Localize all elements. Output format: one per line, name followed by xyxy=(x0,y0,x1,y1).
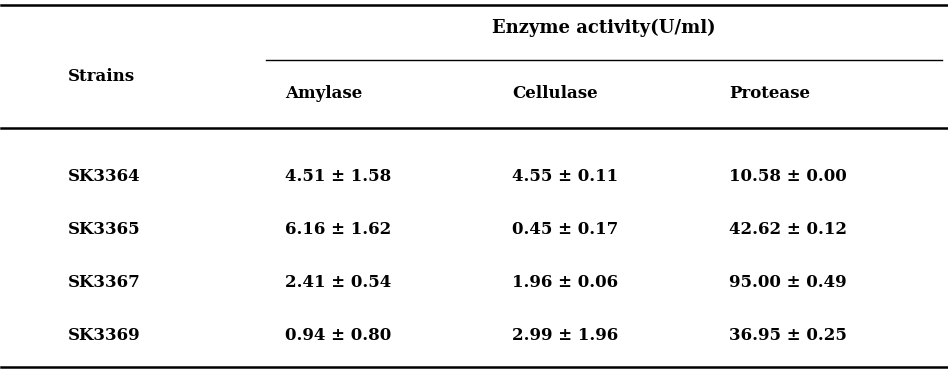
Text: 6.16 ± 1.62: 6.16 ± 1.62 xyxy=(285,221,392,238)
Text: 42.62 ± 0.12: 42.62 ± 0.12 xyxy=(729,221,848,238)
Text: 1.96 ± 0.06: 1.96 ± 0.06 xyxy=(512,274,618,291)
Text: Strains: Strains xyxy=(67,68,135,86)
Text: 36.95 ± 0.25: 36.95 ± 0.25 xyxy=(729,327,848,344)
Text: 0.45 ± 0.17: 0.45 ± 0.17 xyxy=(512,221,618,238)
Text: Enzyme activity(U/ml): Enzyme activity(U/ml) xyxy=(492,19,716,37)
Text: SK3367: SK3367 xyxy=(67,274,140,291)
Text: SK3369: SK3369 xyxy=(67,327,140,344)
Text: SK3364: SK3364 xyxy=(67,168,140,185)
Text: 0.94 ± 0.80: 0.94 ± 0.80 xyxy=(285,327,392,344)
Text: 95.00 ± 0.49: 95.00 ± 0.49 xyxy=(729,274,847,291)
Text: 2.99 ± 1.96: 2.99 ± 1.96 xyxy=(512,327,618,344)
Text: Cellulase: Cellulase xyxy=(512,85,597,102)
Text: Protease: Protease xyxy=(729,85,811,102)
Text: 4.55 ± 0.11: 4.55 ± 0.11 xyxy=(512,168,618,185)
Text: Amylase: Amylase xyxy=(285,85,362,102)
Text: 10.58 ± 0.00: 10.58 ± 0.00 xyxy=(729,168,847,185)
Text: 2.41 ± 0.54: 2.41 ± 0.54 xyxy=(285,274,392,291)
Text: 4.51 ± 1.58: 4.51 ± 1.58 xyxy=(285,168,392,185)
Text: SK3365: SK3365 xyxy=(67,221,140,238)
